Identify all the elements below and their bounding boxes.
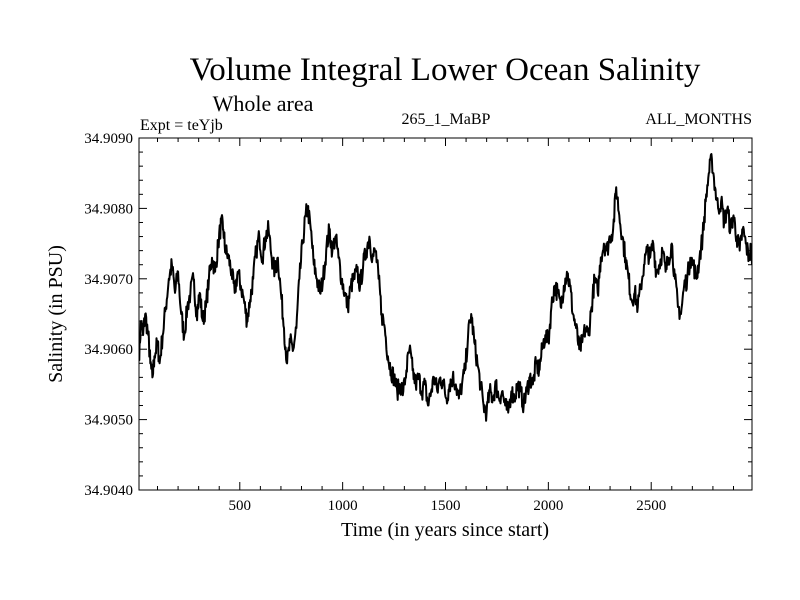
- y-tick-label: 34.9040: [84, 483, 133, 499]
- plot-frame: [138, 137, 753, 491]
- x-tick-label: 1000: [328, 498, 358, 514]
- run-label: 265_1_MaBP: [402, 111, 491, 128]
- months-label: ALL_MONTHS: [645, 111, 752, 128]
- x-axis-label: Time (in years since start): [341, 519, 549, 541]
- y-axis-label: Salinity (in PSU): [45, 245, 67, 383]
- axis-ticks: [139, 137, 752, 491]
- x-tick-labels: 500 1000 1500 2000 2500: [229, 498, 667, 514]
- experiment-label: Expt = teYjb: [140, 117, 223, 134]
- y-tick-label: 34.9080: [84, 201, 133, 217]
- y-tick-labels: 34.9040 34.9050 34.9060 34.9070 34.9080 34.90…: [84, 131, 133, 499]
- salinity-series-line: [139, 153, 752, 422]
- y-tick-label: 34.9070: [84, 272, 133, 288]
- y-tick-label: 34.9050: [84, 413, 133, 429]
- x-tick-label: 1500: [431, 498, 461, 514]
- x-tick-label: 500: [229, 498, 252, 514]
- chart-title: Volume Integral Lower Ocean Salinity: [190, 52, 701, 88]
- y-tick-label: 34.9060: [84, 342, 133, 358]
- chart-subtitle: Whole area: [213, 91, 314, 116]
- y-tick-label: 34.9090: [84, 131, 133, 147]
- x-tick-label: 2500: [636, 498, 666, 514]
- x-tick-label: 2000: [533, 498, 563, 514]
